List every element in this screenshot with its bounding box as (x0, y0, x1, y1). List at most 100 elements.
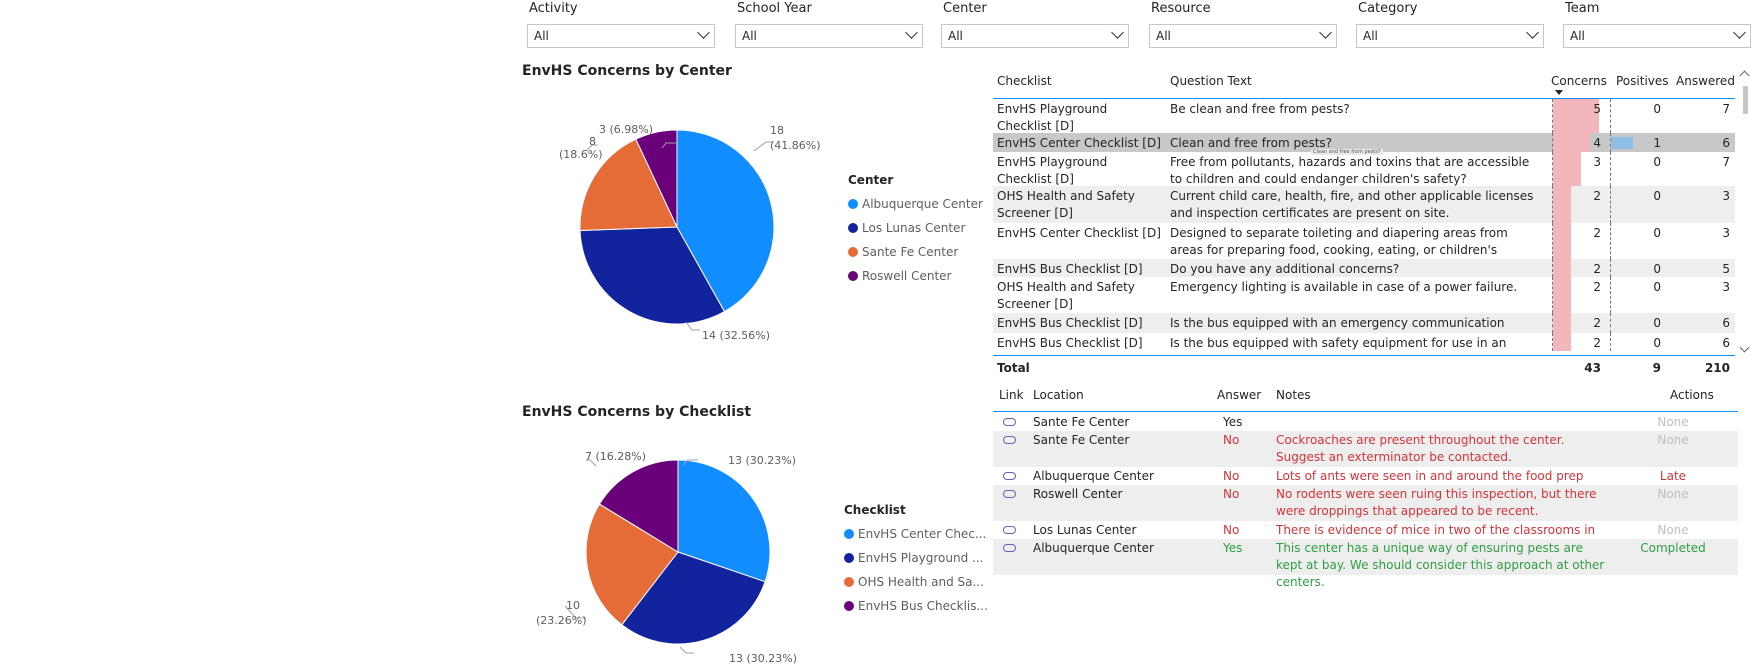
details-table[interactable]: Link Location Answer Notes Actions Sante… (993, 386, 1743, 589)
bar-axis (1552, 333, 1554, 351)
slicer-label: School Year (737, 1, 812, 16)
slicer-value: All (1363, 29, 1378, 43)
table-row[interactable]: EnvHS Playground Checklist [D] Free from … (993, 152, 1735, 186)
link-icon[interactable] (1003, 436, 1016, 444)
table-row[interactable]: EnvHS Center Checklist [D] Designed to se… (993, 223, 1735, 274)
slicer-dropdown[interactable]: All (1356, 24, 1544, 48)
detail-row[interactable]: Roswell Center No No rodents were seen rui… (993, 485, 1738, 521)
col-header-concerns[interactable]: Concerns (1551, 74, 1607, 88)
cell-location: Roswell Center (1033, 487, 1123, 501)
cell-answer: Yes (1223, 415, 1243, 429)
col-header-positives[interactable]: Positives (1616, 74, 1669, 88)
cell-answered: 6 (1722, 336, 1730, 350)
link-icon[interactable] (1003, 544, 1016, 552)
table-row[interactable]: EnvHS Bus Checklist [D] Is the bus equipp… (993, 313, 1735, 347)
chevron-down-icon[interactable] (905, 26, 918, 39)
pie-slice[interactable] (598, 459, 679, 553)
chevron-down-icon[interactable] (1319, 26, 1332, 39)
scrollbar-thumb[interactable] (1743, 86, 1748, 114)
concerns-table[interactable]: Checklist Question Text Concerns Positiv… (993, 68, 1753, 378)
slicer-school-year[interactable]: School Year All (735, 0, 923, 48)
cell-checklist: EnvHS Center Checklist [D] (997, 226, 1161, 240)
table-row[interactable]: EnvHS Center Checklist [D] Clean and free… (993, 133, 1735, 152)
slicer-dropdown[interactable]: All (527, 24, 715, 48)
legend-item[interactable]: EnvHS Bus Checklis... (844, 594, 988, 618)
cell-checklist: EnvHS Bus Checklist [D] (997, 336, 1143, 350)
scroll-up-icon[interactable] (1739, 70, 1750, 81)
pie-slice[interactable] (677, 459, 771, 583)
cell-action: None (1657, 487, 1689, 501)
col-header-location[interactable]: Location (1033, 388, 1084, 402)
pie-slice[interactable] (676, 129, 775, 313)
legend-item[interactable]: Roswell Center (848, 264, 983, 288)
legend-item[interactable]: EnvHS Playground ... (844, 546, 988, 570)
bar-axis (1552, 99, 1554, 133)
sort-desc-icon (1555, 90, 1563, 95)
pie-slice[interactable] (579, 138, 678, 232)
cell-checklist: OHS Health and Safety Screener [D] (997, 189, 1135, 220)
cell-positives: 0 (1653, 280, 1661, 294)
slicer-dropdown[interactable]: All (735, 24, 923, 48)
cell-positives: 0 (1653, 316, 1661, 330)
col-header-question[interactable]: Question Text (1170, 74, 1252, 88)
bar-axis (1552, 133, 1554, 152)
detail-row[interactable]: Sante Fe Center No Cockroaches are present… (993, 431, 1738, 467)
pie-chart-checklist[interactable]: 13 (30.23%) 7 (16.28%) 10 (23.26%) 13 (3… (520, 440, 990, 670)
table-row[interactable]: OHS Health and Safety Screener [D] Emerge… (993, 277, 1735, 313)
legend-item[interactable]: EnvHS Center Chec... (844, 522, 988, 546)
col-header-actions[interactable]: Actions (1670, 388, 1714, 402)
slicer-team[interactable]: Team All (1563, 0, 1751, 48)
col-header-link[interactable]: Link (999, 388, 1024, 402)
col-header-answered[interactable]: Answered (1676, 74, 1735, 88)
slicer-dropdown[interactable]: All (1563, 24, 1751, 48)
pie-chart-center[interactable]: 18 (41.86%) 14 (32.56%) 8 (18.6%) 3 (6.9… (520, 95, 990, 365)
bar-axis (1552, 186, 1554, 223)
legend-item[interactable]: OHS Health and Sa... (844, 570, 988, 594)
legend-item[interactable]: Los Lunas Center (848, 216, 983, 240)
detail-row[interactable]: Albuquerque Center No Lots of ants were se… (993, 467, 1738, 500)
slicer-label: Team (1565, 1, 1600, 16)
chevron-down-icon[interactable] (1733, 26, 1746, 39)
slicer-center[interactable]: Center All (941, 0, 1129, 48)
legend-item[interactable]: Albuquerque Center (848, 192, 983, 216)
table-row[interactable]: OHS Health and Safety Screener [D] Curren… (993, 186, 1735, 223)
slicer-activity[interactable]: Activity All (527, 0, 715, 48)
detail-row[interactable]: Albuquerque Center Yes This center has a u… (993, 539, 1738, 589)
link-icon[interactable] (1003, 526, 1016, 534)
chevron-down-icon[interactable] (1111, 26, 1124, 39)
table-row[interactable]: EnvHS Playground Checklist [D] Be clean a… (993, 99, 1735, 133)
slicer-resource[interactable]: Resource All (1149, 0, 1337, 48)
positive-bar (1611, 137, 1633, 149)
pie-slice[interactable] (635, 129, 678, 228)
pie-slice[interactable] (621, 551, 766, 645)
link-icon[interactable] (1003, 490, 1016, 498)
slicer-dropdown[interactable]: All (941, 24, 1129, 48)
slicer-category[interactable]: Category All (1356, 0, 1544, 48)
detail-row[interactable]: Los Lunas Center No There is evidence of m… (993, 521, 1738, 554)
concern-bar (1553, 99, 1599, 133)
col-header-notes[interactable]: Notes (1276, 388, 1311, 402)
col-header-checklist[interactable]: Checklist (997, 74, 1052, 88)
link-icon[interactable] (1003, 418, 1016, 426)
table-row[interactable]: EnvHS Bus Checklist [D] Do you have any a… (993, 259, 1735, 277)
scroll-down-icon[interactable] (1739, 342, 1750, 353)
col-header-answer[interactable]: Answer (1217, 388, 1262, 402)
cell-concerns: 3 (1593, 155, 1601, 169)
pie-slice[interactable] (585, 503, 679, 626)
pie-slice[interactable] (579, 226, 726, 325)
cell-answered: 3 (1722, 189, 1730, 203)
legend-dot-icon (848, 271, 858, 281)
chevron-down-icon[interactable] (1526, 26, 1539, 39)
table-row[interactable]: EnvHS Bus Checklist [D] Is the bus equipp… (993, 333, 1735, 351)
legend-item[interactable]: Sante Fe Center (848, 240, 983, 264)
detail-row[interactable]: Sante Fe Center Yes None (993, 413, 1738, 431)
cell-answered: 7 (1722, 102, 1730, 116)
link-icon[interactable] (1003, 472, 1016, 480)
cell-location: Albuquerque Center (1033, 469, 1154, 483)
slicer-dropdown[interactable]: All (1149, 24, 1337, 48)
bar-axis (1552, 277, 1554, 313)
cell-answered: 5 (1722, 262, 1730, 276)
bar-axis (1610, 133, 1612, 152)
chevron-down-icon[interactable] (697, 26, 710, 39)
cell-notes: No rodents were seen ruing this inspecti… (1276, 487, 1597, 518)
